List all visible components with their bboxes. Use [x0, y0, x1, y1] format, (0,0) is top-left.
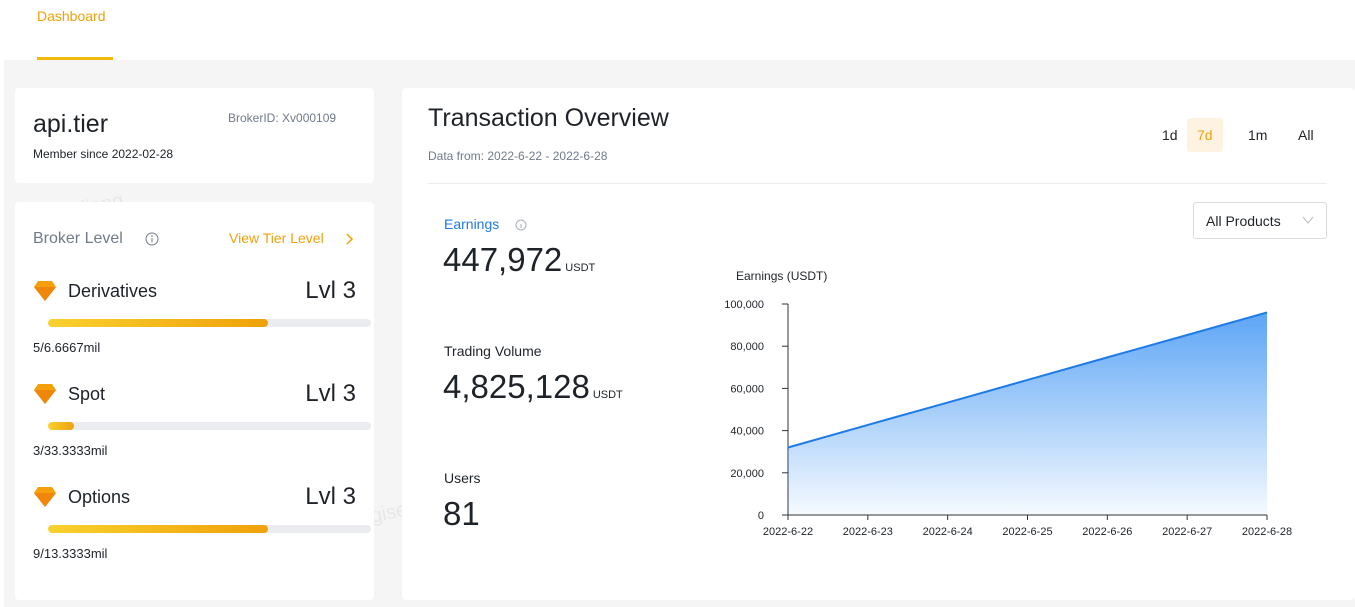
product-level: Lvl 3	[305, 277, 356, 304]
progress-text: 3/33.3333mil	[33, 443, 108, 458]
progress-track	[48, 422, 371, 430]
diamond-icon	[34, 487, 56, 507]
product-dropdown[interactable]: All Products	[1193, 202, 1327, 239]
progress-fill	[48, 422, 74, 430]
chevron	[346, 233, 354, 245]
dropdown-arrow	[1302, 216, 1314, 224]
metric-unit: USDT	[592, 389, 623, 401]
x-tick-label: 2022-6-28	[1242, 526, 1292, 538]
progress-fill	[48, 525, 268, 533]
info-icon	[515, 219, 527, 231]
x-tick-label: 2022-6-22	[763, 526, 813, 538]
level-card: Broker Level View Tier Level Derivatives…	[15, 202, 374, 600]
broker-id: BrokerID: Xv000109	[228, 111, 337, 125]
diamond-icon	[34, 384, 56, 404]
progress-text: 5/6.6667mil	[33, 340, 101, 355]
metric-label: Earnings	[444, 216, 500, 232]
dropdown-label: All Products	[1206, 213, 1281, 229]
y-tick-label: 100,000	[724, 299, 764, 311]
y-tick-label: 80,000	[730, 341, 764, 353]
range-button[interactable]: 1d	[1162, 127, 1178, 143]
progress-text: 9/13.3333mil	[33, 546, 108, 561]
range-button[interactable]: 7d	[1187, 118, 1223, 152]
info-icon	[145, 232, 159, 246]
x-tick-label: 2022-6-24	[923, 526, 973, 538]
overview-title: Transaction Overview	[428, 104, 669, 132]
metric-label: Trading Volume	[444, 343, 542, 359]
progress-fill	[48, 319, 268, 327]
tab[interactable]: Dashboard	[37, 8, 106, 24]
x-tick-label: 2022-6-27	[1162, 526, 1212, 538]
diamond-icon	[34, 281, 56, 301]
product-name: Spot	[68, 384, 106, 404]
product-level: Lvl 3	[305, 380, 356, 407]
area	[788, 312, 1267, 515]
profile-card: api.tier Member since 2022-02-28 BrokerI…	[15, 88, 374, 183]
metric-value: 447,972 USDT	[443, 241, 596, 278]
product-name: Derivatives	[68, 281, 158, 301]
tab-underline	[37, 57, 113, 60]
progress-track	[48, 525, 371, 533]
earnings-chart: Earnings (USDT) 0 20,000 40,000 60,000 80,00…	[724, 269, 1292, 538]
tier-link[interactable]: View Tier Level	[229, 230, 324, 246]
level-title: Broker Level	[33, 230, 123, 247]
member-since: Member since 2022-02-28	[33, 147, 174, 161]
range-button[interactable]: All	[1298, 127, 1314, 143]
x-tick-label: 2022-6-26	[1082, 526, 1132, 538]
metric-label: Users	[444, 470, 481, 486]
line	[787, 311, 1268, 449]
x-tick-label: 2022-6-23	[843, 526, 893, 538]
progress-track	[48, 319, 371, 327]
y-tick-label: 0	[758, 510, 764, 522]
overview-subtitle: Data from: 2022-6-22 - 2022-6-28	[428, 149, 608, 163]
divider	[428, 183, 1327, 184]
range-button[interactable]: 1m	[1248, 127, 1268, 143]
y-tick-label: 60,000	[730, 383, 764, 395]
x-tick-label: 2022-6-25	[1002, 526, 1052, 538]
y-tick-label: 40,000	[730, 426, 764, 438]
metric-value: 81	[443, 495, 480, 532]
metric-value: 4,825,128 USDT	[443, 368, 623, 405]
y-axis-label: Earnings (USDT)	[736, 269, 827, 283]
product-level: Lvl 3	[305, 483, 356, 510]
product-name: Options	[68, 487, 131, 507]
metric-unit: USDT	[565, 262, 596, 274]
broker-name: api.tier	[33, 110, 109, 138]
y-tick-label: 20,000	[730, 468, 764, 480]
